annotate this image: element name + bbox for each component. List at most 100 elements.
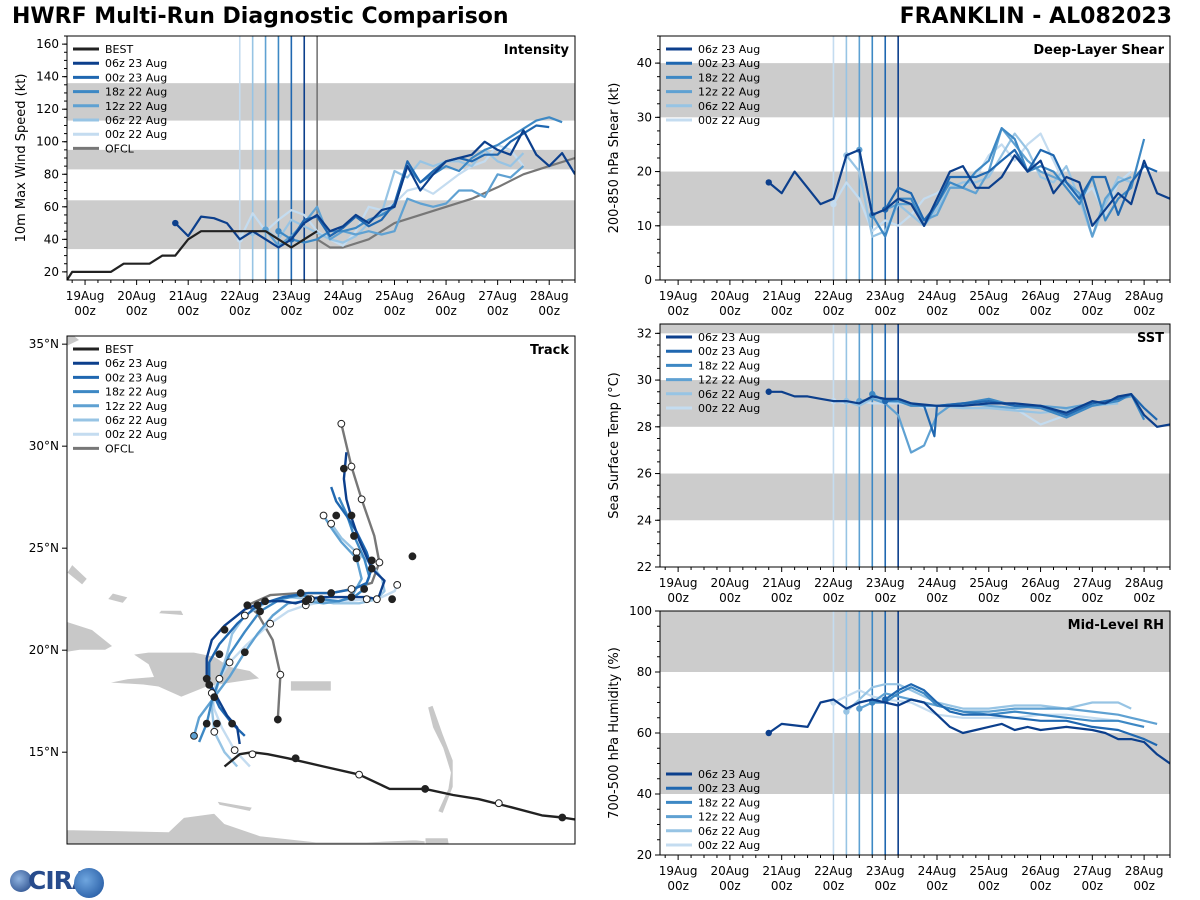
ytick-label: 160 — [36, 37, 59, 51]
series-ofcl — [316, 156, 575, 249]
lesser-antilles-landmass — [427, 704, 454, 814]
legend-label-12z-22-aug: 12z 22 Aug — [698, 374, 760, 387]
venezuela-landmass — [67, 812, 436, 844]
legend-label-00z-22-aug: 00z 22 Aug — [105, 428, 167, 441]
band-1 — [660, 63, 1170, 118]
xtick-sublabel: 00z — [823, 879, 845, 893]
legend-label-06z-22-aug: 06z 22 Aug — [698, 100, 760, 113]
xtick-label: 28Aug — [1125, 864, 1164, 878]
track-point-06z-23-aug — [347, 511, 356, 520]
legend-label-12z-22-aug: 12z 22 Aug — [105, 100, 167, 113]
track-point-00z-23-aug — [367, 564, 376, 573]
track-point-best — [291, 754, 300, 763]
panel-sst: 22242628303219Aug00z20Aug00z21Aug00z22Au… — [607, 323, 1171, 605]
xtick-label: 27Aug — [1073, 289, 1112, 303]
trinidad-landmass — [424, 837, 450, 844]
band-2 — [67, 83, 575, 121]
xtick-label: 21Aug — [762, 576, 801, 590]
xtick-label: 21Aug — [762, 864, 801, 878]
xtick-sublabel: 00z — [823, 304, 845, 318]
xtick-label: 22Aug — [814, 864, 853, 878]
track-point-ofcl — [243, 601, 252, 610]
ytick-label: 80 — [637, 665, 652, 679]
series-best — [67, 230, 318, 280]
ytick-label: 20 — [637, 165, 652, 179]
xtick-sublabel: 00z — [229, 304, 251, 318]
xtick-label: 22Aug — [814, 576, 853, 590]
track-point-best — [248, 750, 257, 759]
ytick-label: 40 — [637, 787, 652, 801]
panel-title: Intensity — [504, 43, 570, 58]
ytick-label: 120 — [36, 102, 59, 116]
xtick-label: 21Aug — [169, 289, 208, 303]
track-point-06z-22-aug — [215, 674, 224, 683]
ytick-label: 140 — [36, 70, 59, 84]
xtick-label: 23Aug — [866, 864, 905, 878]
track-point-best — [355, 770, 364, 779]
track-point-06z-23-aug — [212, 719, 221, 728]
xtick-label: 26Aug — [1021, 289, 1060, 303]
track-point-ofcl — [347, 585, 356, 593]
init-marker-18z-22-aug — [275, 228, 282, 235]
band-2 — [660, 324, 1170, 334]
ylabel: Sea Surface Temp (°C) — [607, 372, 622, 519]
xtick-sublabel: 00z — [1082, 304, 1104, 318]
track-point-06z-23-aug — [304, 595, 313, 604]
xtick-sublabel: 00z — [874, 304, 896, 318]
xtick-sublabel: 00z — [719, 879, 741, 893]
ytick-label: 20 — [44, 265, 59, 279]
plot-area-sst — [660, 324, 1170, 567]
ytick-label: 26 — [637, 467, 652, 481]
track-point-12z-22-aug — [319, 511, 328, 520]
ytick-label: 20 — [637, 848, 652, 862]
legend-label-18z-22-aug: 18z 22 Aug — [105, 86, 167, 99]
legend-label-12z-22-aug: 12z 22 Aug — [105, 400, 167, 413]
xtick-label: 28Aug — [530, 289, 569, 303]
xtick-label: 20Aug — [711, 289, 750, 303]
plot-area-intensity — [67, 36, 575, 280]
frame-track — [66, 335, 576, 845]
init-marker-06z-23-aug — [765, 388, 772, 395]
xtick-sublabel: 00z — [1030, 879, 1052, 893]
legend-label-06z-22-aug: 06z 22 Aug — [105, 114, 167, 127]
lat-tick-label: 30°N — [29, 439, 59, 453]
xtick-sublabel: 00z — [177, 304, 199, 318]
lat-tick-label: 35°N — [29, 337, 59, 351]
xtick-sublabel: 00z — [1030, 304, 1052, 318]
xtick-label: 24Aug — [918, 864, 957, 878]
track-point-12z-22-aug — [210, 693, 219, 702]
xtick-sublabel: 00z — [719, 304, 741, 318]
xtick-label: 27Aug — [1073, 864, 1112, 878]
track-point-12z-22-aug — [190, 731, 198, 740]
puerto-rico-landmass — [290, 680, 332, 692]
track-point-00z-23-aug — [388, 595, 397, 604]
xtick-label: 26Aug — [427, 289, 466, 303]
xtick-sublabel: 00z — [126, 304, 148, 318]
panel-title: Track — [530, 343, 569, 358]
track-06z-23-aug — [205, 452, 386, 745]
frame-sst — [659, 323, 1171, 568]
legend-label-best: BEST — [105, 43, 133, 56]
band-0 — [660, 733, 1170, 794]
track-18z-22-aug — [197, 496, 371, 743]
track-point-06z-23-aug — [367, 556, 376, 565]
ytick-label: 24 — [637, 513, 652, 527]
legend-label-00z-23-aug: 00z 23 Aug — [105, 71, 167, 84]
ylabel: 700-500 hPa Humidity (%) — [607, 647, 622, 819]
init-marker-06z-23-aug — [172, 219, 179, 227]
xtick-sublabel: 00z — [667, 879, 689, 893]
bahamas-landmass — [67, 563, 88, 586]
legend-label-18z-22-aug: 18z 22 Aug — [698, 796, 760, 809]
legend-label-18z-22-aug: 18z 22 Aug — [698, 359, 760, 372]
init-marker-12z-22-aug — [856, 705, 863, 712]
xtick-sublabel: 00z — [74, 304, 96, 318]
xtick-sublabel: 00z — [771, 304, 793, 318]
xtick-sublabel: 00z — [384, 304, 406, 318]
panel-title: SST — [1137, 331, 1164, 346]
satellite-icon — [74, 868, 104, 898]
legend-label-best: BEST — [105, 343, 133, 356]
xtick-label: 23Aug — [272, 289, 311, 303]
